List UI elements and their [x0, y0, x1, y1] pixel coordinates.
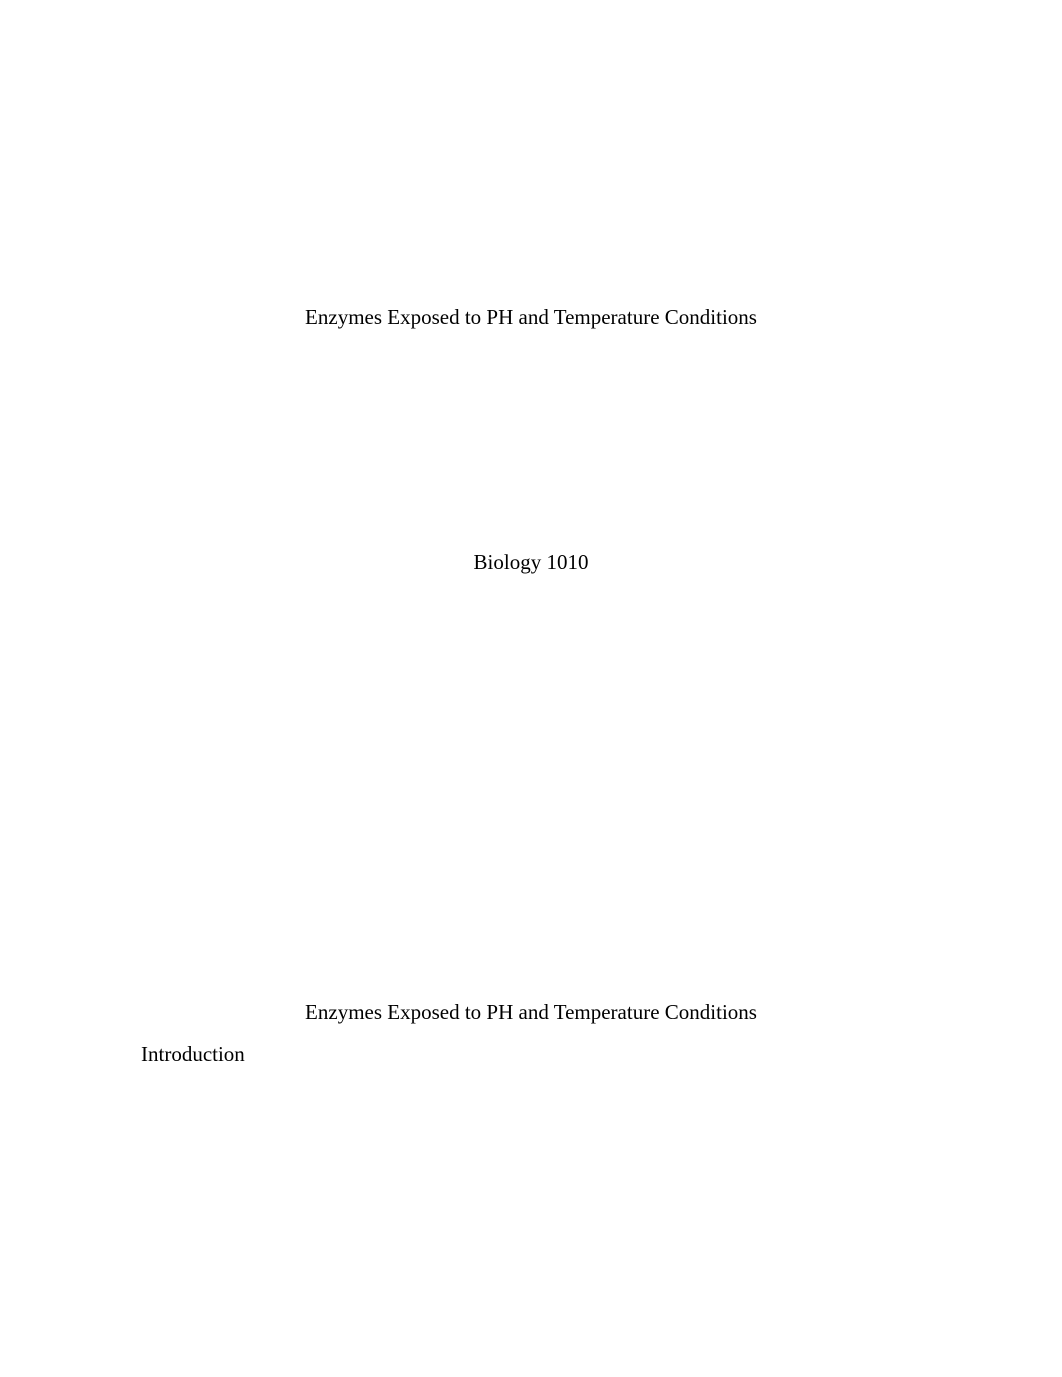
section-heading-introduction: Introduction: [141, 1042, 245, 1067]
document-page: Enzymes Exposed to PH and Temperature Co…: [0, 0, 1062, 1377]
document-title: Enzymes Exposed to PH and Temperature Co…: [0, 305, 1062, 330]
course-name: Biology 1010: [0, 550, 1062, 575]
document-title-repeat: Enzymes Exposed to PH and Temperature Co…: [0, 1000, 1062, 1025]
